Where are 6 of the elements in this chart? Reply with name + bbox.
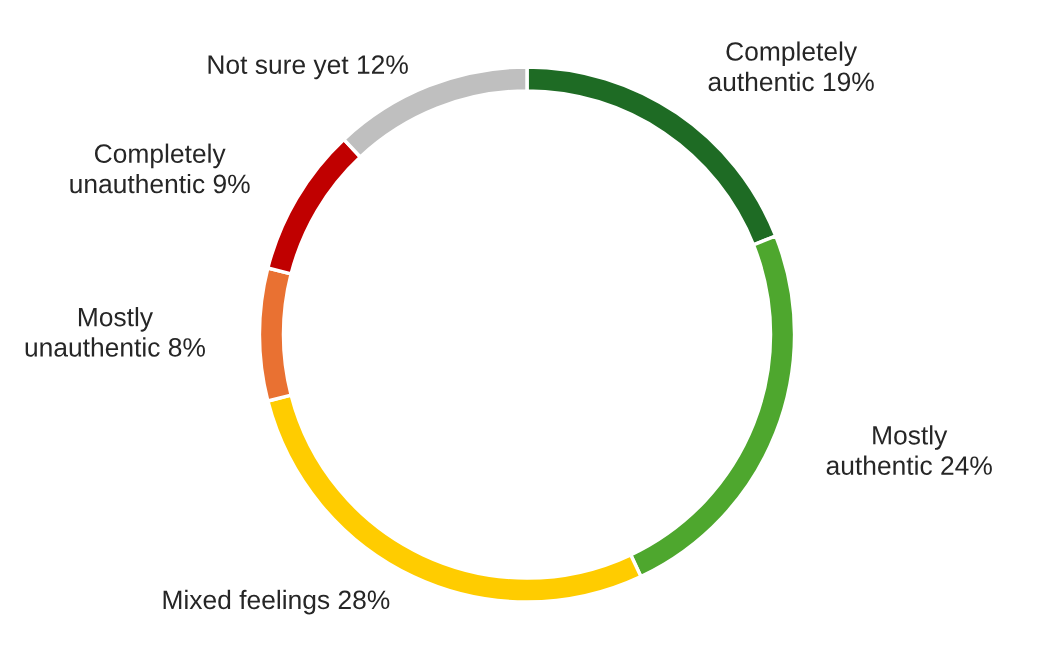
slice-label: Completely unauthentic 9% xyxy=(70,143,250,194)
slice-label: Mostly authentic 24% xyxy=(826,425,992,475)
slice-label: Completely authentic 19% xyxy=(708,41,874,92)
slice-label: Mostly unauthentic 8% xyxy=(25,307,205,357)
slice-label: Not sure yet 12% xyxy=(208,55,408,80)
slice-label: Mixed feelings 28% xyxy=(163,589,390,615)
